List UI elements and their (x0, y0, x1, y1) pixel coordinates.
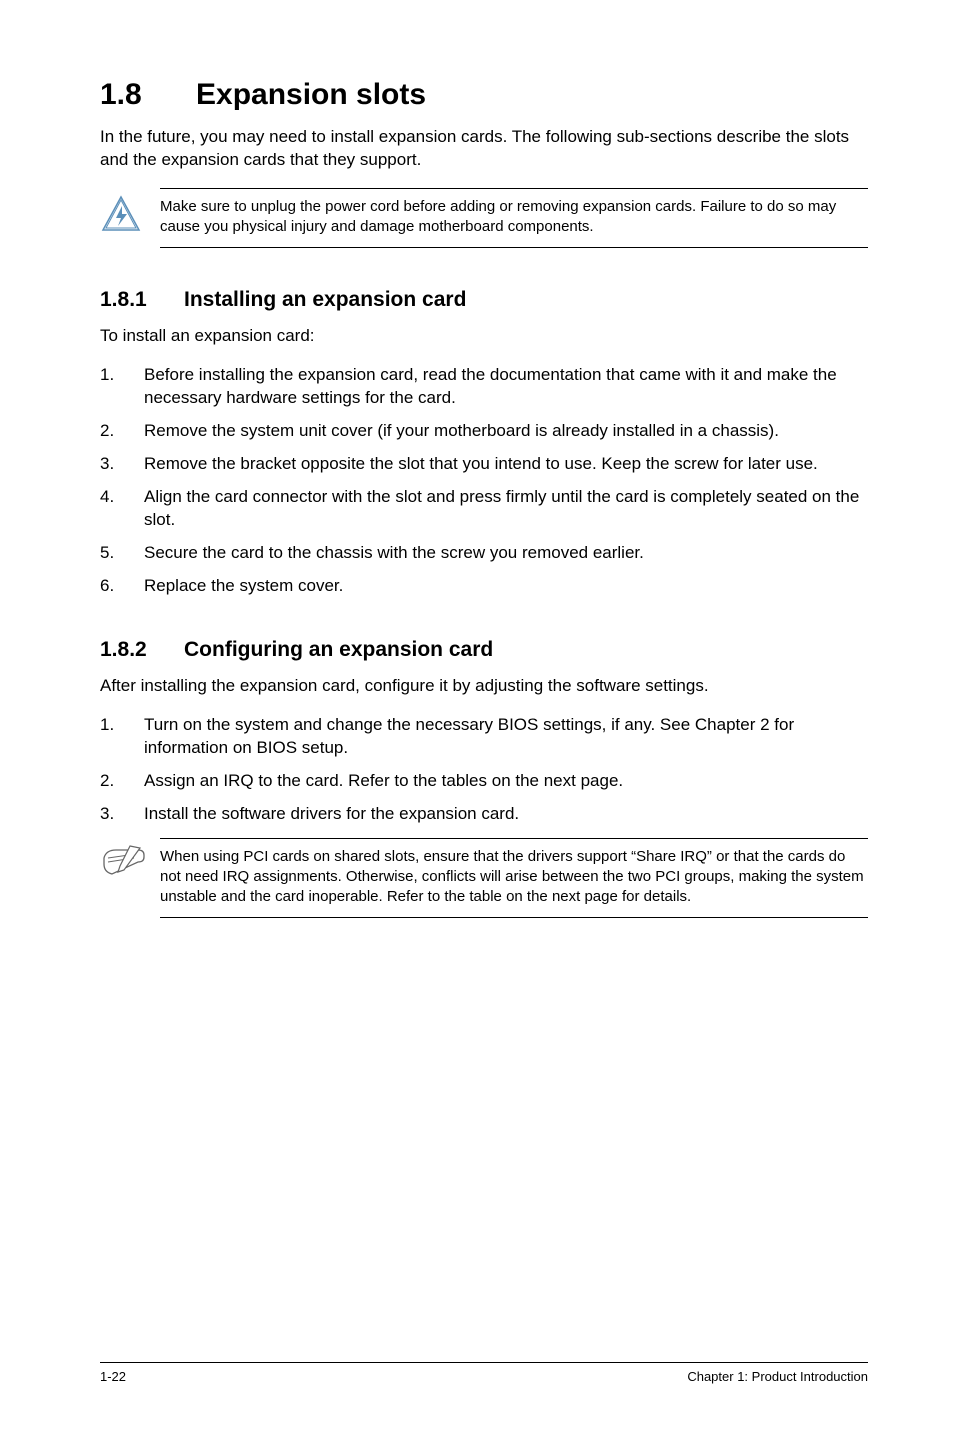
page-footer: 1-22 Chapter 1: Product Introduction (100, 1362, 868, 1384)
warning-callout: Make sure to unplug the power cord befor… (100, 188, 868, 249)
note-text: When using PCI cards on shared slots, en… (160, 838, 868, 919)
configure-steps-list: Turn on the system and change the necess… (100, 714, 868, 826)
subsection-1-lead: To install an expansion card: (100, 326, 868, 346)
list-item: Remove the bracket opposite the slot tha… (100, 453, 868, 476)
chapter-label: Chapter 1: Product Introduction (687, 1369, 868, 1384)
list-item: Install the software drivers for the exp… (100, 803, 868, 826)
section-intro: In the future, you may need to install e… (100, 126, 868, 172)
subsection-1-title: Installing an expansion card (184, 288, 466, 311)
list-item: Turn on the system and change the necess… (100, 714, 868, 760)
install-steps-list: Before installing the expansion card, re… (100, 364, 868, 598)
lightning-warning-icon (100, 188, 160, 236)
list-item: Remove the system unit cover (if your mo… (100, 420, 868, 443)
note-callout: When using PCI cards on shared slots, en… (100, 838, 868, 919)
subsection-2-heading: 1.8.2Configuring an expansion card (100, 638, 868, 662)
list-item: Align the card connector with the slot a… (100, 486, 868, 532)
list-item: Assign an IRQ to the card. Refer to the … (100, 770, 868, 793)
section-heading: 1.8Expansion slots (100, 78, 868, 112)
list-item: Replace the system cover. (100, 575, 868, 598)
subsection-2-number: 1.8.2 (100, 638, 184, 662)
page-number: 1-22 (100, 1369, 126, 1384)
subsection-1-heading: 1.8.1Installing an expansion card (100, 288, 868, 312)
list-item: Secure the card to the chassis with the … (100, 542, 868, 565)
subsection-1-number: 1.8.1 (100, 288, 184, 312)
section-title-text: Expansion slots (196, 78, 426, 111)
subsection-2-title: Configuring an expansion card (184, 638, 493, 661)
section-number: 1.8 (100, 78, 196, 112)
warning-text: Make sure to unplug the power cord befor… (160, 188, 868, 249)
list-item: Before installing the expansion card, re… (100, 364, 868, 410)
subsection-2-lead: After installing the expansion card, con… (100, 676, 868, 696)
pencil-note-icon (100, 838, 160, 878)
